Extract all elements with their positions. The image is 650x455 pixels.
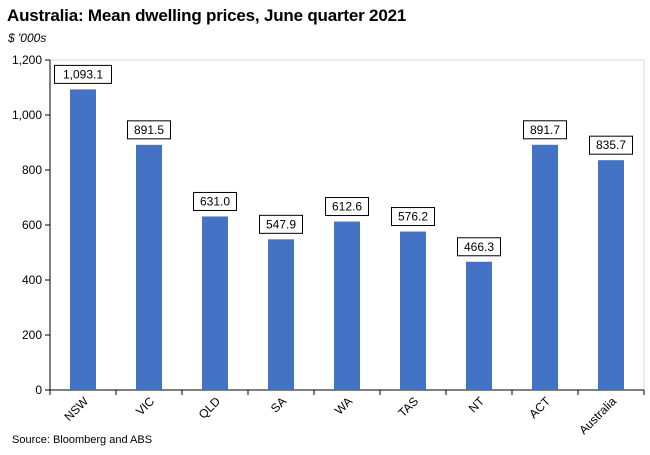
bar-qld bbox=[202, 216, 228, 390]
x-tick-label: QLD bbox=[196, 394, 224, 422]
source-note: Source: Bloomberg and ABS bbox=[12, 434, 153, 446]
data-label: 1,093.1 bbox=[63, 67, 103, 81]
data-label: 466.3 bbox=[464, 240, 494, 254]
data-label: 547.9 bbox=[266, 217, 296, 231]
data-label-box bbox=[589, 135, 633, 155]
bar-act bbox=[532, 144, 558, 390]
bar-wa bbox=[334, 221, 360, 390]
y-tick-label: 0 bbox=[35, 383, 42, 397]
x-tick-label: ACT bbox=[526, 394, 553, 421]
x-tick-label: SA bbox=[268, 394, 289, 415]
data-label: 576.2 bbox=[398, 210, 428, 224]
data-label-box bbox=[391, 207, 435, 227]
data-label-box bbox=[127, 120, 171, 140]
bar-tas bbox=[400, 231, 426, 390]
bar-nsw bbox=[70, 89, 96, 391]
data-label: 631.0 bbox=[200, 194, 230, 208]
x-tick-label: VIC bbox=[133, 394, 157, 418]
bar-vic bbox=[136, 144, 162, 390]
y-tick-label: 800 bbox=[22, 163, 42, 177]
x-tick-label: WA bbox=[332, 394, 355, 417]
data-label: 891.7 bbox=[530, 123, 560, 137]
data-label-box bbox=[54, 64, 112, 84]
y-tick-label: 1,200 bbox=[12, 53, 42, 67]
x-tick-label: Australia bbox=[576, 394, 619, 437]
bar-nt bbox=[466, 261, 492, 390]
x-tick-label: TAS bbox=[395, 394, 421, 420]
y-tick-label: 200 bbox=[22, 328, 42, 342]
data-label-box bbox=[259, 214, 303, 234]
data-label-box bbox=[325, 197, 369, 217]
chart-subtitle: $ '000s bbox=[8, 31, 47, 45]
data-label: 835.7 bbox=[596, 138, 626, 152]
data-label-box bbox=[523, 120, 567, 140]
bar-australia bbox=[598, 160, 624, 390]
data-label: 612.6 bbox=[332, 200, 362, 214]
chart-title: Australia: Mean dwelling prices, June qu… bbox=[7, 6, 407, 25]
bar-sa bbox=[268, 239, 294, 390]
y-tick-label: 600 bbox=[22, 218, 42, 232]
x-tick-label: NT bbox=[466, 394, 488, 416]
x-tick-label: NSW bbox=[61, 394, 91, 424]
data-label: 891.5 bbox=[134, 123, 164, 137]
data-label-box bbox=[193, 191, 237, 211]
y-tick-label: 400 bbox=[22, 273, 42, 287]
data-label-box bbox=[457, 237, 501, 257]
y-tick-label: 1,000 bbox=[12, 108, 42, 122]
